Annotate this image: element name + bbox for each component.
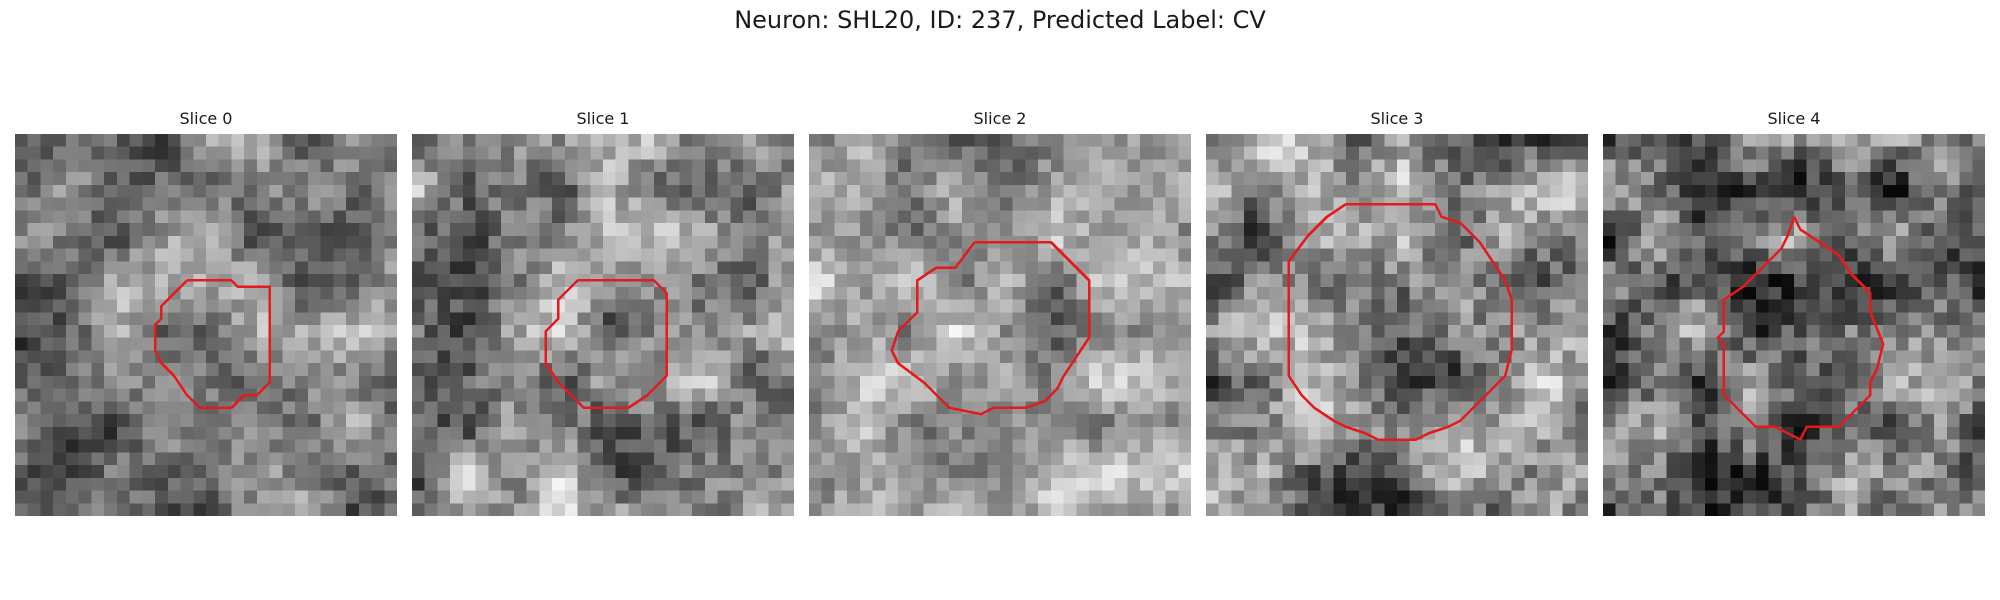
slice-title-3: Slice 3	[1370, 109, 1424, 128]
slice-panel-2: Slice 2	[809, 108, 1191, 516]
slice-title-1: Slice 1	[576, 109, 630, 128]
slice-image-0	[15, 134, 397, 516]
slice-image-4	[1603, 134, 1985, 516]
roi-contour-0	[153, 279, 271, 410]
slice-image-2	[809, 134, 1191, 516]
slice-panel-0: Slice 0	[15, 108, 397, 516]
slice-title-0: Slice 0	[179, 109, 233, 128]
figure-title: Neuron: SHL20, ID: 237, Predicted Label:…	[734, 6, 1266, 34]
roi-contour-1	[544, 279, 668, 410]
roi-contour-4	[1715, 216, 1885, 442]
slice-image-1	[412, 134, 794, 516]
roi-contour-2	[890, 240, 1091, 416]
slice-title-4: Slice 4	[1767, 109, 1821, 128]
slice-panel-3: Slice 3	[1206, 108, 1588, 516]
slice-title-2: Slice 2	[973, 109, 1027, 128]
slice-panel-4: Slice 4	[1603, 108, 1985, 516]
slice-panel-1: Slice 1	[412, 108, 794, 516]
slice-image-3	[1206, 134, 1588, 516]
roi-contour-3	[1287, 202, 1513, 441]
